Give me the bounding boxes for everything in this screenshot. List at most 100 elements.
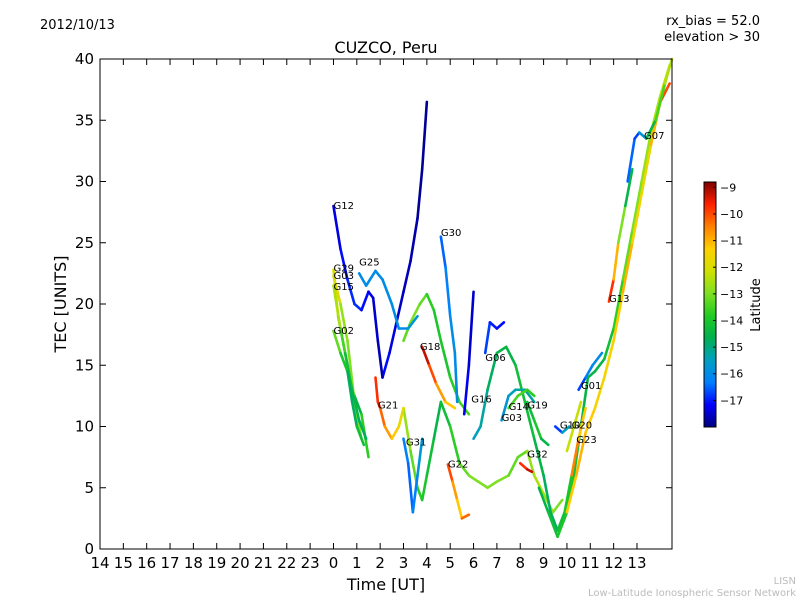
satellite-track-segment [654, 82, 667, 122]
tec-curve-segment [532, 437, 545, 477]
satellite-track-segment [357, 419, 368, 441]
satellite-track-segment [353, 302, 363, 312]
satellite-label: G25 [359, 257, 379, 268]
x-tick-label: 13 [627, 554, 646, 572]
tec-curve-segment [420, 100, 429, 171]
satellite-label: G20 [572, 420, 592, 431]
tec-curve-segment [395, 290, 405, 324]
x-tick-label: 16 [137, 554, 156, 572]
satellite-track-segment [444, 400, 457, 410]
colorbar-tick-label: −9 [720, 181, 736, 194]
tec-curve-2 [402, 292, 471, 416]
tec-curve-segment [640, 143, 653, 196]
satellite-track-g01 [577, 351, 604, 392]
series-layer [332, 57, 674, 520]
tec-curve-4 [472, 345, 573, 532]
satellite-track-g18 [420, 345, 457, 410]
tec-curve-segment [416, 167, 424, 220]
satellite-label: G02 [333, 326, 353, 337]
satellite-label: G12 [333, 201, 353, 212]
colorbar-gradient [703, 181, 717, 428]
colorbar-tick-label: −16 [720, 368, 743, 381]
satellite-track-segment [397, 406, 405, 428]
tec-curve-segment [420, 474, 429, 502]
satellite-track-segment [434, 382, 447, 404]
x-tick-label: 20 [231, 554, 250, 572]
x-tick-label: 7 [492, 554, 502, 572]
tec-curve-segment [586, 370, 597, 379]
satellite-label: G19 [527, 401, 547, 412]
tec-curve-segment [439, 339, 452, 379]
series-label-layer: G12G29G03G15G02G25G21G31G18G30G22G16G06G… [333, 131, 664, 470]
satellite-track-segment [495, 321, 506, 330]
tec-curve-segment [621, 241, 634, 294]
x-axis-label: Time [UT] [346, 575, 425, 594]
satellite-track-segment [402, 437, 410, 465]
chart-title: CUZCO, Peru [334, 38, 438, 57]
satellite-track-segment [439, 235, 447, 269]
satellite-track-segment [332, 204, 342, 251]
satellite-track-g14 [507, 388, 536, 410]
tec-curve-segment [476, 480, 489, 490]
curve-layer [381, 63, 671, 539]
y-tick-label: 25 [75, 234, 94, 252]
tec-curve-segment [532, 474, 545, 496]
satellite-track-segment [518, 461, 529, 471]
tec-curve-segment [612, 290, 625, 343]
x-tick-label: 22 [277, 554, 296, 572]
satellite-track-segment [624, 167, 634, 208]
tec-curve-segment [602, 339, 615, 379]
satellite-track-segment [350, 400, 359, 428]
tec-curve-segment [556, 510, 566, 532]
satellite-label: G29 [333, 263, 353, 274]
satellite-label: G22 [448, 459, 468, 470]
y-tick-label: 30 [75, 173, 94, 191]
colorbar-tick-label: −10 [720, 208, 743, 221]
tec-curve-segment [495, 345, 508, 355]
satellite-track-segment [378, 406, 387, 428]
satellite-track-segment [446, 463, 454, 483]
x-tick-label: 2 [375, 554, 385, 572]
tec-curve-segment [631, 192, 643, 245]
satellite-track-segment [645, 118, 657, 140]
satellite-track-segment [483, 321, 492, 355]
satellite-track-g12 [332, 204, 384, 379]
satellite-track-g25 [357, 269, 419, 330]
colorbar-tick-label: −13 [720, 288, 743, 301]
satellite-track-segment [577, 406, 587, 441]
tec-curve-segment [612, 278, 625, 330]
satellite-label: G31 [406, 437, 426, 448]
satellite-label: G03 [333, 271, 353, 282]
tec-curve-segment [631, 180, 643, 232]
colorbar-label: Latitude [749, 278, 764, 332]
tec-curve-segment [640, 131, 653, 183]
tec-curve-segment [458, 461, 471, 477]
tec-curve-segment [479, 388, 489, 428]
satellite-track-g30 [439, 235, 459, 404]
satellite-track-segment [532, 419, 543, 441]
tec-curve-segment [418, 292, 429, 306]
colorbar: −9 −10 −11 −12 −13 −14 −15 −16 −17 [703, 181, 743, 428]
tec-curve-segment [381, 351, 391, 379]
satellite-track-g03 [500, 388, 536, 422]
elevation-label: elevation > 30 [664, 30, 760, 45]
satellite-track-segment [460, 513, 471, 520]
satellite-track-segment [444, 265, 452, 318]
satellite-track-segment [525, 388, 536, 398]
tec-curve-segment [549, 510, 559, 532]
tec-curve-segment [432, 400, 443, 441]
tec-curve-segment [546, 510, 559, 539]
tec-curve-segment [593, 376, 606, 410]
satellite-track-segment [612, 241, 620, 281]
tec-curve-segment [439, 400, 452, 428]
x-tick-label: 8 [515, 554, 525, 572]
satellite-track-segment [488, 321, 499, 330]
satellite-label: G01 [581, 381, 601, 392]
satellite-track-segment [467, 290, 475, 367]
satellite-track-segment [332, 284, 342, 330]
satellite-track-segment [371, 296, 380, 343]
satellite-track-segment [339, 327, 347, 355]
tec-curve-segment [388, 321, 398, 355]
satellite-label: G30 [441, 228, 461, 239]
